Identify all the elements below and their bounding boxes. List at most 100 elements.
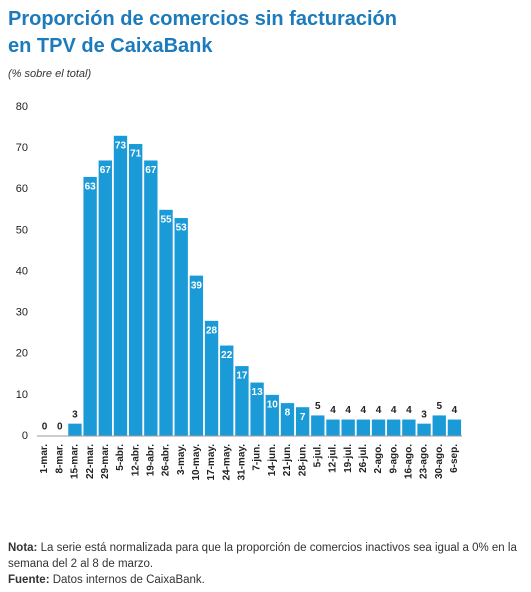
x-tick-label: 6-sep. [449,444,460,473]
source-text: Datos internos de CaixaBank. [52,574,205,586]
bar [356,419,371,436]
data-label: 4 [345,405,351,416]
data-label: 8 [285,408,291,419]
x-tick-label: 29-mar. [100,444,111,479]
bar [402,419,416,436]
note: Nota: La serie está normalizada para que… [8,540,523,572]
bar [295,407,310,436]
bar [387,419,401,436]
bar [326,419,340,436]
bar [128,144,143,436]
data-label: 4 [452,405,458,416]
x-tick-label: 1-mar. [39,444,50,474]
data-label: 4 [391,405,397,416]
bar [432,415,446,436]
x-tick-label: 30-ago. [434,444,445,479]
data-label: 55 [160,214,172,225]
bar [204,320,219,436]
x-tick-label: 26-abr. [161,444,172,476]
x-tick-label: 14-jun. [267,444,278,476]
data-label: 4 [330,405,336,416]
data-label: 13 [252,387,264,398]
x-tick-label: 5-jul. [312,444,323,468]
data-label: 39 [191,280,203,291]
y-tick-label: 70 [16,142,28,154]
bar [265,394,279,436]
data-label: 73 [115,140,127,151]
data-label: 67 [145,165,157,176]
bar [280,403,295,436]
data-label: 67 [100,165,112,176]
bar [311,415,325,436]
data-label: 0 [57,422,63,433]
bar [341,419,355,436]
x-tick-label: 17-may. [206,444,217,481]
source-label: Fuente: [8,574,50,586]
bar [417,423,431,436]
data-label: 5 [436,401,442,412]
data-label: 71 [130,149,142,160]
x-tick-label: 7-jun. [252,444,263,471]
y-tick-label: 60 [16,183,28,195]
x-tick-label: 26-jul. [358,444,369,473]
y-tick-label: 20 [16,348,28,360]
bar [98,160,112,436]
chart-subtitle: (% sobre el total) [8,68,91,80]
data-label: 3 [421,409,427,420]
y-tick-label: 80 [16,101,28,113]
data-label: 10 [267,400,279,411]
x-tick-label: 21-jun. [282,444,293,476]
x-tick-label: 28-jun. [297,444,308,476]
bar [113,135,128,436]
data-label: 17 [236,371,248,382]
data-label: 3 [72,409,78,420]
x-tick-label: 22-mar. [85,444,96,479]
x-tick-label: 23-ago. [419,444,430,479]
x-tick-label: 8-mar. [54,444,65,474]
x-tick-label: 12-jul. [328,444,339,473]
bar [235,366,249,436]
bar [189,275,204,436]
bar [144,160,158,436]
x-tick-label: 19-abr. [145,444,156,476]
bar [68,423,82,436]
chart-title: Proporción de comercios sin facturación [8,8,397,30]
y-tick-label: 0 [22,430,28,442]
x-tick-label: 19-jul. [343,444,354,473]
y-tick-label: 10 [16,389,28,401]
x-tick-label: 12-abr. [130,444,141,476]
source: Fuente: Datos internos de CaixaBank. [8,572,523,588]
data-label: 4 [361,405,367,416]
y-tick-label: 40 [16,265,28,277]
x-tick-label: 3-may. [176,444,187,475]
bar [250,382,264,436]
data-label: 5 [315,401,321,412]
bar [159,209,173,436]
bar [447,419,462,436]
x-tick-label: 16-ago. [404,444,415,479]
bar [220,345,234,436]
x-tick-label: 24-may. [221,444,232,481]
bar [371,419,386,436]
x-tick-label: 15-mar. [70,444,81,479]
data-label: 0 [42,422,48,433]
y-tick-label: 50 [16,224,28,236]
bar [174,218,188,436]
x-tick-label: 9-ago. [388,444,399,474]
x-tick-label: 5-abr. [115,444,126,471]
chart-title: en TPV de CaixaBank [8,35,213,57]
data-label: 4 [406,405,412,416]
data-label: 53 [176,223,188,234]
chart: Proporción de comercios sin facturación … [8,8,462,481]
data-label: 7 [300,412,306,423]
y-tick-label: 30 [16,307,28,319]
data-label: 28 [206,325,218,336]
data-label: 4 [376,405,382,416]
note-label: Nota: [8,542,38,554]
bar [83,176,97,436]
note-text: La serie está normalizada para que la pr… [8,542,517,570]
data-label: 63 [85,182,97,193]
x-tick-label: 10-may. [191,444,202,481]
x-tick-label: 31-may. [237,444,248,481]
